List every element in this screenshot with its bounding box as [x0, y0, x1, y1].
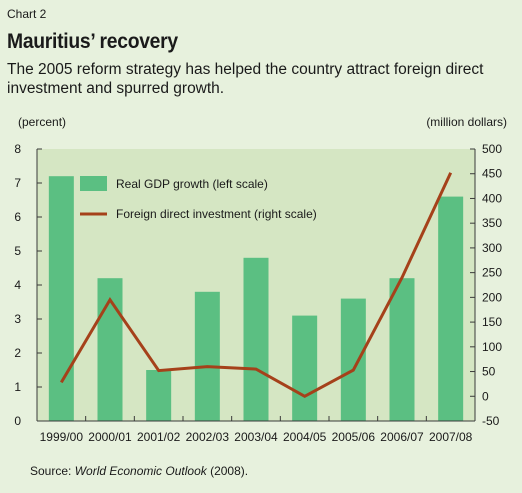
fdi-line	[60, 172, 453, 399]
axes-layer: 0 1 2 3 4 5 6 7 8 -50 0 50 100 150 200 250 300 350 400 450 5…	[14, 115, 507, 444]
legend: Real GDP growth (left scale) Foreign dire…	[80, 176, 317, 221]
right-tick-label: 450	[482, 167, 502, 181]
line-layer	[60, 172, 453, 399]
source-suffix: (2008).	[206, 464, 249, 478]
legend-label-fdi: Foreign direct investment (right scale)	[116, 207, 317, 221]
left-axis-label: (percent)	[18, 115, 66, 129]
bar-2004-05	[292, 315, 318, 421]
left-tick-label: 3	[14, 312, 21, 326]
left-tick-label: 0	[14, 414, 21, 428]
bar-2001-02	[146, 370, 172, 421]
right-tick-label: 250	[482, 266, 502, 280]
x-tick-label: 2004/05	[283, 430, 327, 444]
bar-2005-06	[340, 298, 366, 421]
left-tick-label: 1	[14, 380, 21, 394]
chart-label: Chart 2	[7, 7, 47, 21]
right-tick-label: 200	[482, 290, 502, 304]
x-tick-label: 2006/07	[380, 430, 424, 444]
x-tick-label: 2005/06	[332, 430, 376, 444]
x-tick-label: 2000/01	[88, 430, 132, 444]
right-tick-label: 300	[482, 241, 502, 255]
left-tick-label: 4	[14, 278, 21, 292]
right-tick-label: 150	[482, 315, 502, 329]
bar-2006-07	[389, 278, 415, 421]
bar-1999-00	[48, 176, 74, 421]
source-work: World Economic Outlook	[74, 464, 207, 478]
bar-2007-08	[438, 196, 464, 421]
legend-swatch-gdp	[80, 176, 107, 191]
right-tick-label: 400	[482, 191, 502, 205]
left-tick-label: 7	[14, 176, 21, 190]
legend-label-gdp: Real GDP growth (left scale)	[116, 177, 268, 191]
right-tick-label: 500	[482, 142, 502, 156]
right-tick-label: 0	[482, 389, 489, 403]
right-tick-label: 50	[482, 365, 496, 379]
left-tick-label: 2	[14, 346, 21, 360]
x-tick-label: 2002/03	[186, 430, 230, 444]
x-tick-label: 2007/08	[429, 430, 473, 444]
x-tick-label: 2003/04	[234, 430, 278, 444]
right-tick-label: 350	[482, 216, 502, 230]
right-tick-label: 100	[482, 340, 502, 354]
source-prefix: Source:	[30, 464, 75, 478]
x-tick-label: 1999/00	[40, 430, 84, 444]
left-tick-label: 6	[14, 210, 21, 224]
source-note: Source: World Economic Outlook (2008).	[30, 464, 248, 478]
x-tick-label: 2001/02	[137, 430, 181, 444]
chart-subtitle: The 2005 reform strategy has helped the …	[7, 61, 484, 97]
left-tick-label: 8	[14, 142, 21, 156]
right-axis-label: (million dollars)	[426, 115, 507, 129]
bar-2002-03	[194, 291, 220, 421]
right-tick-label: -50	[482, 414, 500, 428]
chart-title: Mauritius’ recovery	[7, 30, 178, 53]
left-tick-label: 5	[14, 244, 21, 258]
bar-2003-04	[243, 257, 269, 421]
